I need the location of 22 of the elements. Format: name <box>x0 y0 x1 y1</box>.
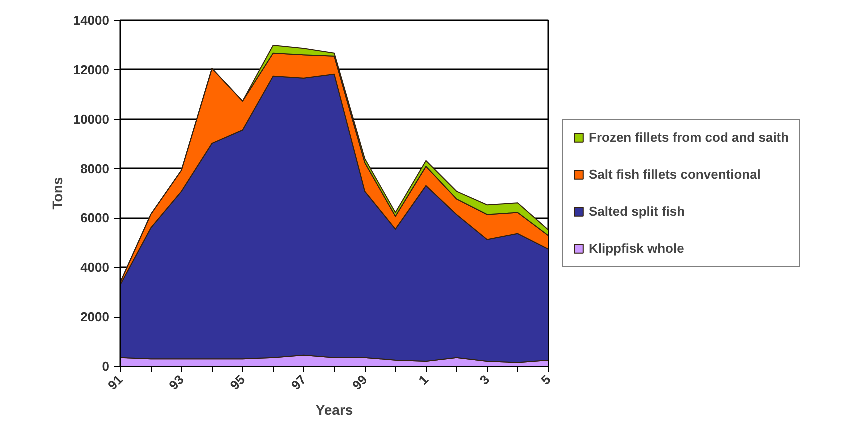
y-tick-label: 4000 <box>80 260 110 276</box>
y-tick-label: 0 <box>102 359 110 374</box>
x-tick-label: 95 <box>227 372 248 394</box>
x-tick-label: 91 <box>104 372 126 394</box>
x-tick-label: 5 <box>538 372 554 388</box>
y-tick-label: 6000 <box>80 210 110 226</box>
y-tick-label: 2000 <box>80 310 110 325</box>
y-tick-label: 14000 <box>73 13 110 28</box>
x-tick-label: 93 <box>166 372 187 394</box>
y-tick-label: 10000 <box>73 112 110 127</box>
x-tick-label: 1 <box>416 372 432 388</box>
legend-label: Klippfisk whole <box>589 241 684 256</box>
y-tick-label: 8000 <box>80 161 110 176</box>
y-tick-label: 12000 <box>73 62 110 78</box>
legend-label: Salted split fish <box>589 204 686 219</box>
x-tick-label: 3 <box>476 372 493 388</box>
x-tick-label: 99 <box>350 372 370 394</box>
y-axis-title: Tons <box>49 177 66 210</box>
legend-label: Frozen fillets from cod and saith <box>589 130 790 145</box>
legend-label: Salt fish fillets conventional <box>589 167 761 182</box>
x-axis-title: Years <box>316 402 354 418</box>
x-tick-label: 97 <box>288 372 310 394</box>
